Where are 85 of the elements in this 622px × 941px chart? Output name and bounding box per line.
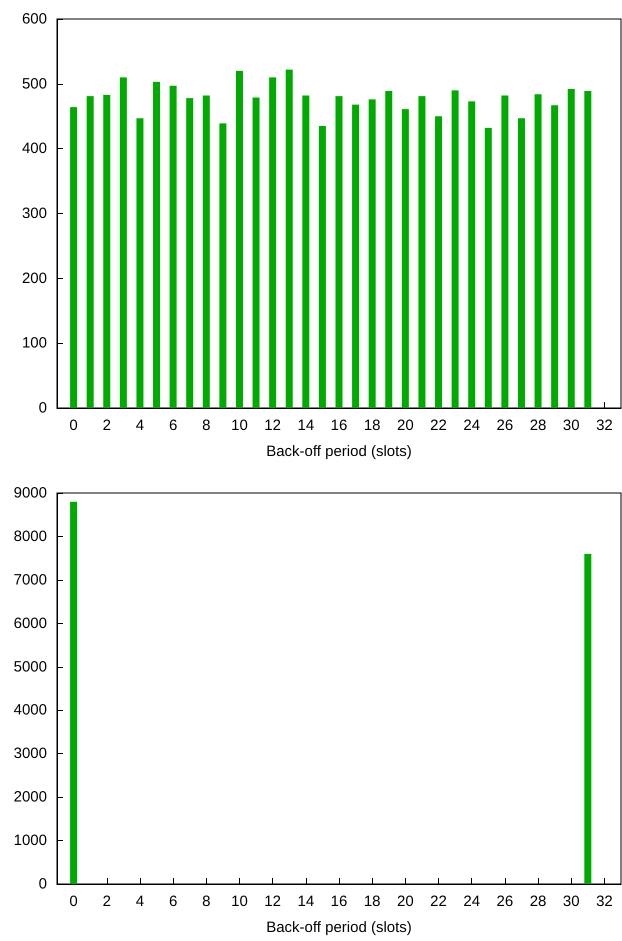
- y-tick-label: 100: [22, 334, 47, 352]
- x-tick-label: 4: [136, 417, 144, 434]
- bar: [202, 96, 210, 408]
- y-tick-label: 0: [38, 876, 47, 892]
- bar: [484, 128, 492, 408]
- x-tick-label: 2: [102, 417, 111, 434]
- bar: [286, 70, 293, 408]
- y-tick-label: 8000: [14, 528, 47, 545]
- bar: [568, 89, 575, 408]
- x-tick-label: 8: [202, 893, 210, 910]
- bar: [551, 105, 558, 408]
- y-tick-label: 1000: [14, 832, 47, 850]
- bar: [318, 126, 326, 408]
- x-tick-label: 16: [330, 417, 348, 434]
- x-tick-label: 12: [264, 893, 281, 910]
- x-tick-label: 28: [530, 893, 546, 910]
- x-tick-label: 20: [397, 893, 414, 910]
- y-tick-label: 7000: [14, 571, 47, 588]
- x-tick-label: 0: [69, 893, 78, 910]
- y-tick-label: 2000: [14, 788, 47, 806]
- bar: [269, 77, 276, 408]
- y-tick-label: 3000: [14, 745, 47, 762]
- y-tick-label: 4000: [14, 702, 47, 719]
- x-tick-label: 32: [596, 417, 613, 434]
- y-tick-label: 9000: [14, 484, 47, 502]
- x-tick-label: 14: [297, 417, 314, 434]
- x-tick-label: 4: [136, 893, 144, 910]
- bar: [86, 96, 94, 408]
- y-tick-label: 300: [22, 205, 47, 222]
- y-tick-label: 0: [38, 400, 47, 416]
- bar: [336, 96, 342, 408]
- bar: [534, 94, 542, 408]
- bar: [186, 98, 194, 408]
- bar: [153, 82, 160, 408]
- bar: [136, 118, 144, 408]
- x-tick-label: 18: [364, 417, 381, 434]
- x-tick-label: 8: [202, 417, 210, 434]
- y-tick-label: 600: [22, 10, 47, 28]
- x-tick-label: 24: [463, 893, 480, 910]
- bar: [468, 101, 476, 408]
- bar: [368, 99, 376, 408]
- bar: [120, 77, 127, 408]
- bar: [170, 86, 177, 408]
- bar: [418, 96, 426, 408]
- bar: [435, 116, 442, 408]
- x-tick-label: 10: [231, 417, 248, 434]
- x-tick-label: 12: [264, 417, 281, 434]
- bar: [452, 90, 459, 408]
- bar: [103, 94, 110, 408]
- x-tick-label: 22: [430, 893, 447, 910]
- x-tick-label: 14: [297, 893, 314, 910]
- bar: [252, 97, 260, 408]
- x-tick-label: 18: [364, 893, 381, 910]
- x-tick-label: 20: [397, 417, 414, 434]
- bar: [352, 104, 360, 408]
- bar: [584, 90, 592, 408]
- x-tick-label: 32: [596, 893, 613, 910]
- x-tick-label: 30: [562, 417, 580, 434]
- bar: [219, 123, 226, 408]
- y-tick-label: 5000: [14, 658, 47, 676]
- x-tick-label: 22: [430, 417, 447, 434]
- x-tick-label: 26: [496, 893, 514, 910]
- y-tick-label: 500: [22, 75, 47, 92]
- bar: [501, 96, 508, 408]
- bar: [385, 90, 392, 408]
- x-tick-label: 28: [530, 417, 546, 434]
- x-tick-label: 26: [496, 417, 514, 434]
- x-axis-title: Back-off period (slots): [266, 443, 412, 460]
- x-tick-label: 24: [463, 417, 480, 434]
- x-axis-title: Back-off period (slots): [266, 919, 412, 936]
- x-tick-label: 2: [102, 893, 111, 910]
- x-tick-label: 10: [231, 893, 248, 910]
- y-tick-label: 6000: [14, 614, 47, 632]
- x-tick-label: 6: [168, 893, 178, 910]
- y-tick-label: 200: [22, 270, 47, 287]
- bar: [70, 107, 78, 408]
- bar: [302, 96, 310, 408]
- y-tick-label: 400: [22, 140, 47, 158]
- x-tick-label: 6: [168, 417, 178, 434]
- bar: [402, 109, 409, 408]
- bar: [518, 118, 525, 408]
- bar: [236, 70, 243, 408]
- x-tick-label: 30: [562, 893, 580, 910]
- x-tick-label: 16: [330, 893, 348, 910]
- x-tick-label: 0: [69, 417, 78, 434]
